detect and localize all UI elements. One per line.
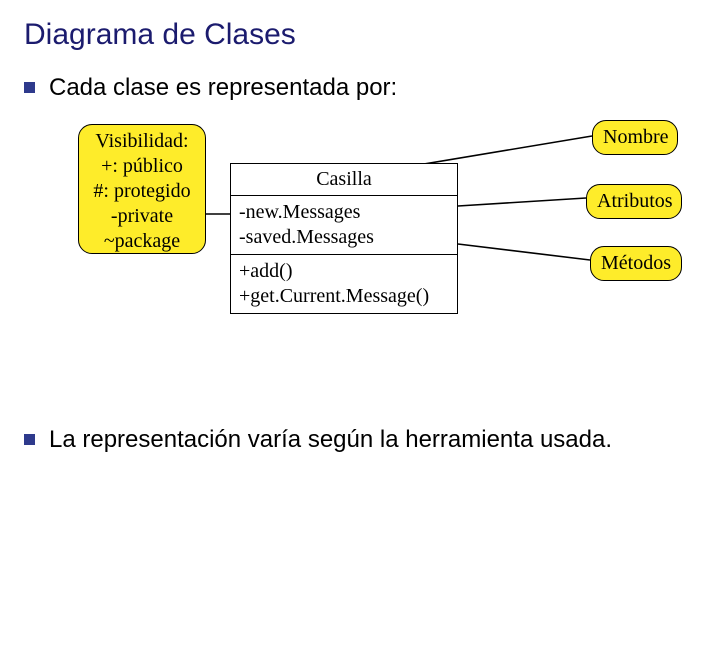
bullet-1: Cada clase es representada por: [24,74,696,102]
callout-atributos: Atributos [586,184,682,219]
page-title: Diagrama de Clases [24,18,696,52]
bullet-2-text: La representación varía según la herrami… [49,426,612,454]
callout-visibility-line: -private [89,204,195,229]
callout-visibility-header: Visibilidad: [89,129,195,154]
uml-class-box: Casilla -new.Messages -saved.Messages +a… [230,163,458,314]
uml-method: +get.Current.Message() [239,284,449,309]
uml-class-attributes: -new.Messages -saved.Messages [231,196,457,255]
callout-visibility-line: ~package [89,229,195,254]
diagram-area: Visibilidad: +: público #: protegido -pr… [24,116,696,426]
callout-visibility-line: +: público [89,154,195,179]
uml-class-methods: +add() +get.Current.Message() [231,255,457,313]
bullet-2: La representación varía según la herrami… [24,426,696,454]
uml-attribute: -new.Messages [239,200,449,225]
bullet-1-text: Cada clase es representada por: [49,74,397,102]
callout-metodos: Métodos [590,246,682,281]
uml-method: +add() [239,259,449,284]
callout-visibility: Visibilidad: +: público #: protegido -pr… [78,124,206,254]
uml-class-name: Casilla [231,164,457,196]
bullet-square-icon [24,82,35,93]
bullet-square-icon [24,434,35,445]
uml-attribute: -saved.Messages [239,225,449,250]
callout-visibility-line: #: protegido [89,179,195,204]
callout-nombre: Nombre [592,120,678,155]
